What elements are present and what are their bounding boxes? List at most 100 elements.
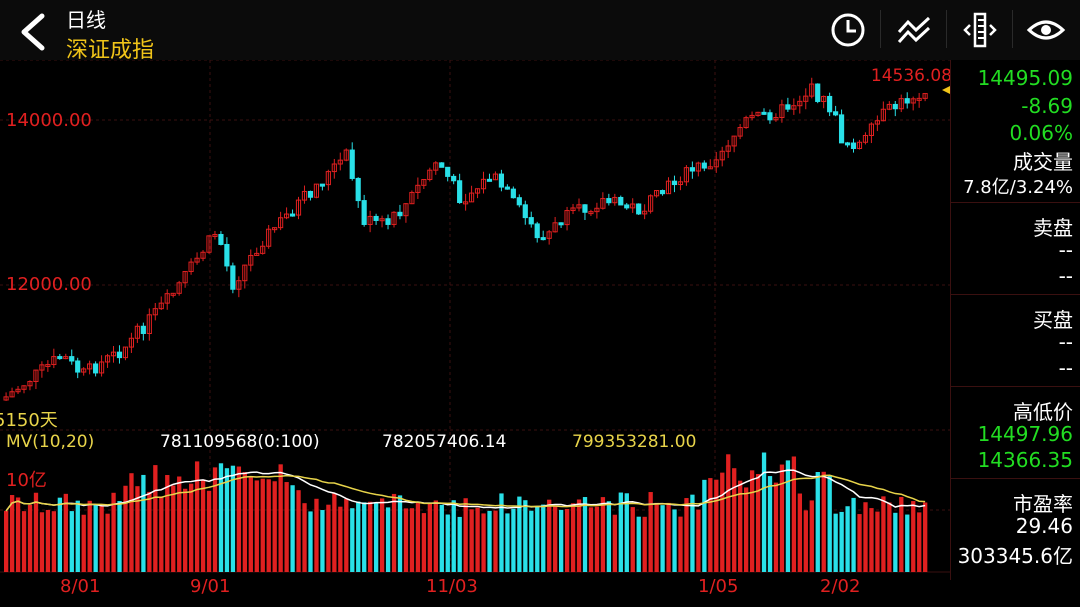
volume-bar: [905, 514, 910, 572]
candle-body: [69, 356, 75, 362]
candle-body: [200, 251, 206, 259]
candle-body: [510, 188, 516, 199]
candle-body: [701, 162, 707, 169]
candle-body: [725, 145, 731, 152]
candle-body: [844, 142, 851, 146]
candle-body: [480, 178, 487, 190]
kline-svg: [0, 60, 950, 573]
candle-body: [522, 204, 528, 219]
volume-bar: [27, 504, 33, 572]
back-arrow-icon[interactable]: [16, 12, 52, 52]
candle-body: [283, 213, 290, 219]
candle-body: [319, 183, 325, 187]
volume-bar: [923, 502, 928, 572]
volume-bar: [362, 502, 367, 572]
price-change: -8.69: [1021, 94, 1073, 118]
volume-bar: [374, 502, 379, 572]
volume-bar: [9, 495, 15, 572]
candle-body: [463, 201, 469, 205]
draw-line-icon[interactable]: [894, 10, 934, 50]
pe-title: 市盈率: [1013, 492, 1073, 516]
candle-body: [922, 93, 928, 99]
volume-bar: [732, 468, 737, 572]
candle-body: [827, 95, 833, 113]
buy-value-2: --: [1058, 356, 1073, 380]
volume-bar: [570, 503, 576, 572]
volume-bar: [415, 501, 421, 572]
candle-body: [152, 308, 158, 316]
candle-body: [540, 237, 546, 241]
candle-body: [874, 120, 880, 125]
divider: [951, 386, 1080, 387]
candle-body: [218, 233, 224, 245]
candle-body: [833, 111, 839, 116]
volume-bar: [356, 501, 361, 572]
divider: [951, 202, 1080, 203]
y-axis-label-top: 14000.00: [6, 110, 92, 131]
candle-body: [743, 117, 749, 129]
volume-bar: [660, 505, 665, 572]
market-cap: 303345.6亿: [957, 544, 1073, 568]
volume-bar: [21, 511, 27, 572]
volume-bar: [457, 516, 462, 572]
ruler-resize-icon[interactable]: [960, 10, 1000, 50]
clock-icon[interactable]: [828, 10, 868, 50]
sell-value-2: --: [1058, 264, 1073, 288]
candle-body: [266, 228, 272, 247]
volume-bar: [153, 465, 158, 572]
candle-body: [457, 180, 463, 204]
candle-body: [3, 396, 9, 401]
volume-bar: [749, 470, 755, 572]
volume-bar: [230, 465, 236, 572]
candle-body: [110, 351, 117, 357]
volume-bar: [194, 461, 200, 572]
volume-bar: [648, 492, 653, 572]
volume-bar: [421, 513, 427, 572]
eye-icon[interactable]: [1026, 10, 1066, 50]
volume-bar: [576, 499, 582, 572]
index-name[interactable]: 深证成指: [66, 38, 155, 63]
volume-bar: [385, 507, 391, 572]
volume-bar: [564, 509, 570, 572]
candle-body: [576, 204, 582, 209]
volume-bar: [165, 475, 170, 572]
price-pointer-icon: [942, 86, 950, 94]
volume-title: 成交量: [1013, 150, 1073, 174]
volume-bar: [654, 502, 659, 572]
candle-body: [749, 114, 755, 119]
volume-bar: [278, 464, 283, 572]
candle-body: [910, 98, 916, 104]
candle-body: [355, 177, 361, 202]
volume-bar: [666, 502, 671, 572]
volume-bar: [642, 516, 647, 572]
volume-bar: [535, 506, 540, 572]
candle-body: [289, 213, 296, 217]
candle-body: [188, 261, 194, 272]
volume-bar: [726, 454, 731, 572]
volume-bar: [433, 500, 438, 572]
candle-body: [731, 135, 737, 147]
candle-body: [337, 159, 343, 165]
candle-body: [636, 203, 642, 215]
candle-body: [492, 173, 499, 181]
volume-bar: [51, 511, 57, 572]
candle-body: [916, 97, 922, 101]
volume-bar: [815, 472, 820, 572]
candle-body: [498, 173, 504, 188]
volume-bar: [893, 512, 898, 572]
candle-body: [809, 83, 815, 97]
volume-bar: [553, 505, 558, 572]
volume-bar: [785, 460, 791, 572]
candle-body: [719, 150, 725, 161]
header-bar: 日线 深证成指: [0, 0, 1080, 63]
kline-chart[interactable]: 14000.00 12000.00 14536.08 5150天 MV(10,2…: [0, 60, 952, 597]
volume-bar: [350, 508, 355, 572]
candle-body: [803, 95, 809, 102]
candle-body: [248, 254, 254, 266]
candle-body: [397, 211, 403, 217]
candle-body: [862, 134, 869, 143]
volume-bar: [105, 513, 110, 572]
candle-body: [791, 105, 797, 110]
volume-bar: [290, 485, 295, 572]
volume-bar: [773, 482, 779, 572]
